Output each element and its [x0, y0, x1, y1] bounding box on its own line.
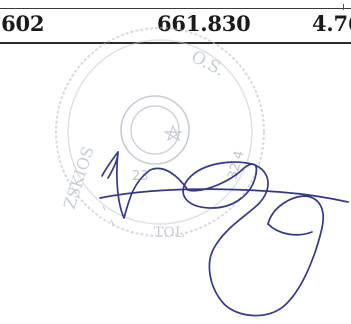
stamp-outer-ring	[55, 27, 265, 237]
signature-stroke-main	[107, 151, 325, 317]
signature-stroke-cross	[99, 188, 349, 203]
table-cell-1: .602	[0, 11, 45, 36]
table-row: .602 661.830 4.76	[0, 0, 351, 46]
signature	[99, 151, 349, 317]
stamp-text-top: O.S.	[188, 47, 228, 81]
star-icon	[162, 124, 184, 142]
table-cell-3: 4.76	[312, 11, 351, 36]
signature-stroke-start	[101, 151, 119, 177]
stamp-text-bottom: TOL	[154, 225, 184, 241]
table-top-rule	[0, 8, 351, 9]
table-column-tick	[343, 4, 344, 10]
stamp-center-ring	[120, 95, 190, 165]
stamp-center-ring-inner	[130, 105, 180, 155]
stamp-inner-ring	[67, 39, 253, 225]
stamp-number: 23	[132, 169, 149, 184]
table-cell-2: 661.830	[157, 11, 251, 36]
official-stamp: ZSKIOS O.S. TOL 23 32 4	[55, 27, 265, 241]
stamp-text-left: ZSKIOS	[60, 144, 98, 211]
stamp-border-mark	[102, 205, 115, 227]
stamp-number-right: 32 4	[225, 149, 247, 181]
table-bottom-rule	[0, 42, 351, 44]
signature-stroke-tail	[267, 223, 313, 236]
